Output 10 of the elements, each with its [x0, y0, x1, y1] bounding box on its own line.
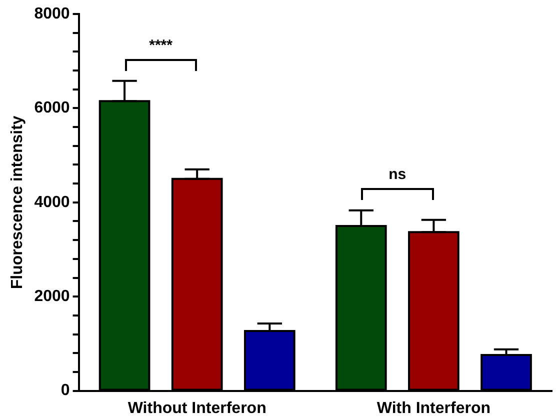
- annotation: ****: [149, 36, 172, 54]
- annotation: ns: [388, 166, 406, 184]
- y-tick-label: 0: [60, 382, 70, 400]
- y-tick-label: 4000: [34, 194, 70, 211]
- y-tick-label: 6000: [34, 100, 70, 117]
- y-tick-label: 2000: [34, 288, 70, 306]
- x-tick-label: With Interferon: [376, 400, 491, 417]
- y-tick-label: 8000: [34, 5, 70, 22]
- x-tick-label: Without Interferon: [128, 400, 266, 417]
- y-axis-title: Fluorescence intensity: [9, 116, 26, 290]
